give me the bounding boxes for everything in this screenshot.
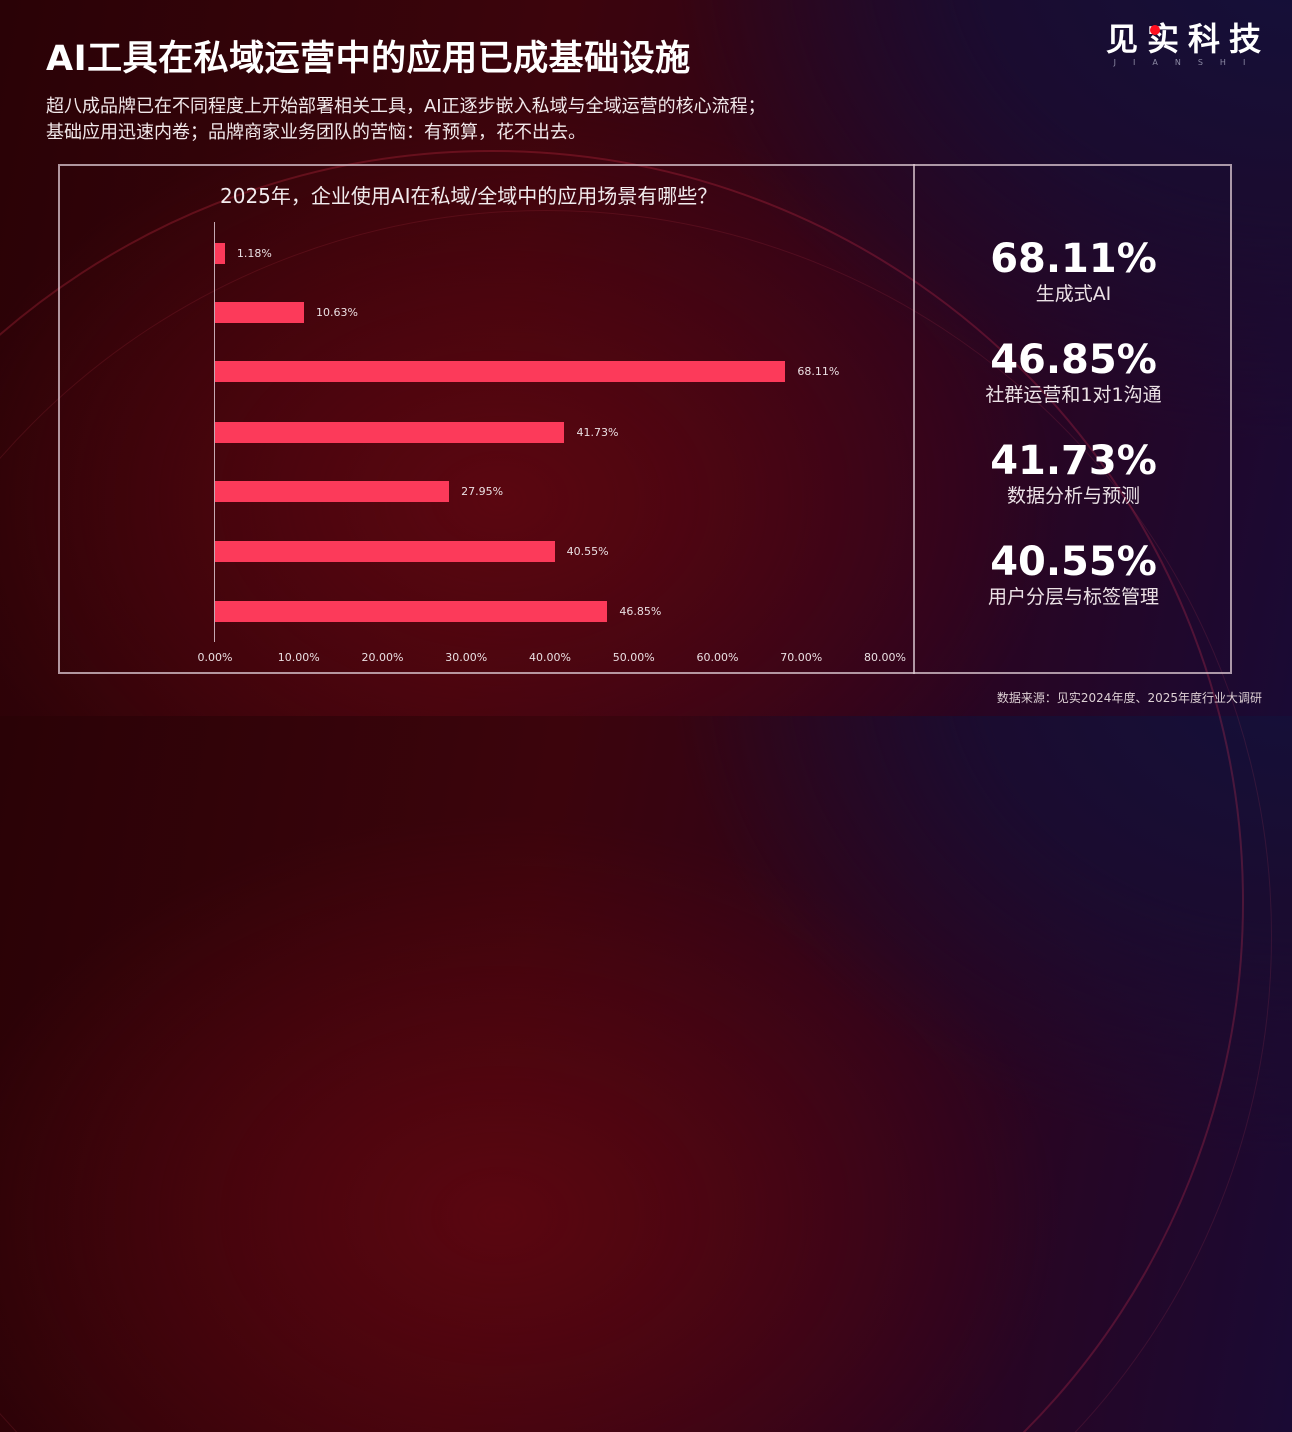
highlight-stat: 68.11% 生成式AI [915,236,1232,306]
bar [215,302,305,323]
chart-title: 2025年，企业使用AI在私域/全域中的应用场景有哪些？ [220,184,718,208]
bar-value-label: 41.73% [576,426,619,439]
x-tick-label: 20.00% [361,651,404,664]
data-source-note: 数据来源：见实2024年度、2025年度行业大调研 [996,691,1262,705]
bar-value-label: 68.11% [797,365,840,378]
subtitle-line: 超八成品牌已在不同程度上开始部署相关工具，AI正逐步嵌入私域与全域运营的核心流程… [46,96,766,117]
x-tick-label: 0.00% [197,651,233,664]
bar [215,481,450,502]
logo-text: 见实科技 [1105,20,1270,58]
stat-value: 68.11% [990,236,1157,282]
stat-value: 46.85% [990,337,1157,383]
logo-dot-icon [1150,25,1160,35]
bar-value-label: 40.55% [566,545,609,558]
bar [215,422,565,443]
stat-label: 社群运营和1对1沟通 [985,384,1162,406]
stat-label: 用户分层与标签管理 [987,586,1159,608]
logo-subtext: JIANSHI [1113,58,1263,67]
bar [215,601,608,622]
page-title: AI工具在私域运营中的应用已成基础设施 [46,39,691,79]
bar [215,361,786,382]
stat-value: 40.55% [990,539,1157,585]
stat-value: 41.73% [990,438,1157,484]
subtitle-line: 基础应用迅速内卷；品牌商家业务团队的苦恼：有预算，花不出去。 [46,122,586,143]
x-tick-label: 30.00% [445,651,488,664]
page-subtitle: 超八成品牌已在不同程度上开始部署相关工具，AI正逐步嵌入私域与全域运营的核心流程… [46,94,946,146]
highlight-stat: 46.85% 社群运营和1对1沟通 [915,337,1232,407]
x-tick-label: 70.00% [780,651,823,664]
chart-panel [58,164,1232,674]
panel-divider [913,164,915,674]
brand-logo: 见实科技 JIANSHI [1093,14,1283,67]
bar-value-label: 46.85% [619,605,662,618]
highlight-stat: 40.55% 用户分层与标签管理 [915,539,1232,609]
x-tick-label: 50.00% [612,651,655,664]
stat-label: 数据分析与预测 [1006,485,1140,507]
x-tick-label: 40.00% [529,651,571,664]
y-axis-line [214,222,215,642]
x-tick-label: 10.00% [277,651,320,664]
x-tick-label: 80.00% [864,651,906,664]
bar-value-label: 10.63% [316,306,358,319]
bar [215,243,225,264]
bar-value-label: 1.18% [236,247,272,260]
stat-label: 生成式AI [1035,283,1112,305]
highlight-stat: 41.73% 数据分析与预测 [915,438,1232,508]
bar [215,541,555,562]
x-tick-label: 60.00% [696,651,739,664]
bar-value-label: 27.95% [461,485,504,498]
